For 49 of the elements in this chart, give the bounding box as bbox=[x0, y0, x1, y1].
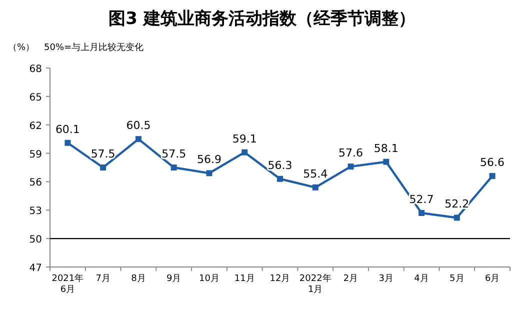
data-label: 56.6 bbox=[480, 156, 505, 170]
data-label: 52.2 bbox=[444, 198, 470, 211]
chart-title: 图3 建筑业商务活动指数（经季节调整） bbox=[108, 9, 416, 29]
y-tick-label: 47 bbox=[29, 263, 42, 274]
y-tick-label: 68 bbox=[29, 64, 42, 75]
x-tick-label: 2月 bbox=[343, 274, 358, 284]
y-tick-label: 62 bbox=[29, 120, 42, 132]
x-tick-label: 4月 bbox=[414, 274, 429, 284]
x-tick-label: 2021年 6月 bbox=[52, 273, 84, 295]
y-axis-title: （%） bbox=[8, 43, 35, 53]
point bbox=[100, 164, 106, 170]
y-tick-label: 59 bbox=[29, 149, 42, 160]
y-tick-label: 53 bbox=[29, 206, 42, 218]
y-tick-label: 50 bbox=[29, 234, 42, 246]
data-label: 57.6 bbox=[338, 146, 364, 160]
y-tick-label: 65 bbox=[29, 92, 42, 104]
data-label: 58.1 bbox=[374, 142, 398, 155]
point bbox=[242, 149, 248, 156]
point bbox=[383, 158, 390, 165]
data-label: 59.1 bbox=[232, 132, 257, 146]
data-label: 56.9 bbox=[196, 153, 222, 166]
text: 50%=与上月比较无变化 bbox=[44, 42, 144, 53]
point bbox=[348, 164, 354, 170]
point bbox=[277, 176, 283, 182]
data-label: 60.5 bbox=[126, 119, 151, 132]
y-tick-label: 56 bbox=[29, 178, 42, 189]
x-tick-label: 6月 bbox=[484, 274, 500, 284]
x-tick-label: 5月 bbox=[450, 274, 464, 284]
point bbox=[418, 210, 425, 216]
point bbox=[489, 173, 496, 180]
data-label: 57.5 bbox=[162, 148, 186, 160]
data-label: 55.4 bbox=[303, 167, 328, 180]
point bbox=[64, 140, 71, 146]
data-label: 57.5 bbox=[90, 148, 116, 160]
x-tick-label: 12月 bbox=[270, 274, 290, 284]
point bbox=[170, 164, 177, 170]
data-label: 60.1 bbox=[55, 122, 80, 136]
x-tick-label: 11月 bbox=[234, 274, 255, 284]
point bbox=[312, 184, 318, 190]
x-tick-label: 3月 bbox=[378, 274, 394, 284]
x-tick-label: 8月 bbox=[131, 274, 146, 284]
x-tick-label: 10月 bbox=[199, 274, 220, 284]
point bbox=[206, 170, 212, 176]
data-label: 56.3 bbox=[268, 158, 292, 172]
x-tick-label: 2022年 1月 bbox=[299, 273, 332, 295]
x-tick-label: 9月 bbox=[166, 274, 182, 284]
point bbox=[135, 136, 142, 142]
x-tick-label: 7月 bbox=[96, 274, 110, 284]
point bbox=[454, 214, 460, 221]
